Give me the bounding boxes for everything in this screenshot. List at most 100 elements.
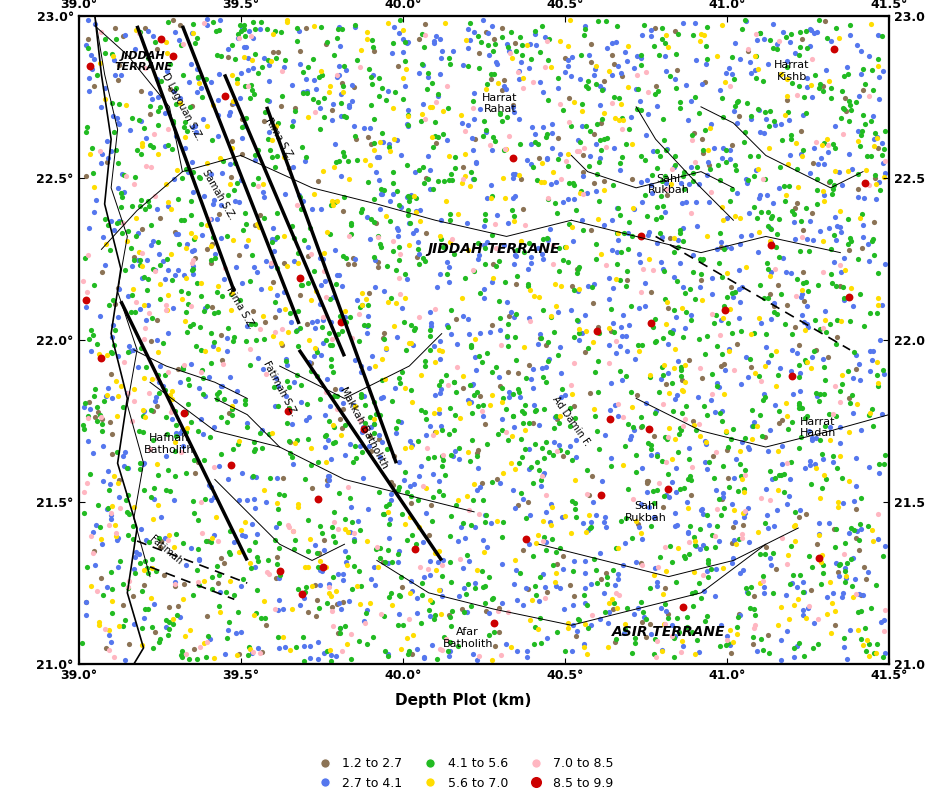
Point <box>640 173 655 186</box>
Point <box>715 270 730 283</box>
Point <box>607 597 621 610</box>
Point <box>391 60 406 73</box>
Point <box>819 64 833 76</box>
Point <box>399 63 414 76</box>
Point <box>168 577 182 590</box>
Point <box>500 330 515 343</box>
Point <box>341 155 356 167</box>
Point <box>832 166 846 179</box>
Point <box>246 436 261 448</box>
Point <box>414 404 429 417</box>
Point <box>512 169 527 182</box>
Point <box>232 91 247 104</box>
Point <box>829 313 844 326</box>
Point <box>401 190 416 203</box>
Point <box>398 291 413 304</box>
Point <box>134 259 149 272</box>
Point <box>549 558 564 571</box>
Point <box>826 138 841 151</box>
Point <box>764 222 779 235</box>
Point <box>156 336 170 349</box>
Point <box>693 543 707 555</box>
Point <box>701 159 716 171</box>
Point <box>179 559 194 572</box>
Point <box>124 242 139 254</box>
Point <box>97 213 112 225</box>
Point <box>589 252 604 265</box>
Point <box>290 257 305 270</box>
Point <box>268 24 282 37</box>
Point <box>220 623 235 636</box>
Point <box>693 253 707 266</box>
Point <box>157 139 172 152</box>
Point <box>393 590 407 603</box>
Point <box>642 423 657 436</box>
Point <box>780 55 795 68</box>
Point <box>79 595 94 608</box>
Point <box>855 63 870 76</box>
Point <box>701 553 716 566</box>
Point <box>230 72 244 85</box>
Point <box>111 283 126 295</box>
Point <box>644 627 658 640</box>
Point <box>527 290 542 303</box>
Point <box>316 336 331 349</box>
Point <box>323 316 338 328</box>
Point <box>808 461 823 474</box>
Point <box>160 464 175 477</box>
Point <box>843 315 857 328</box>
Point <box>826 229 841 242</box>
Point <box>497 142 512 155</box>
Point <box>304 459 319 472</box>
Point <box>248 334 263 347</box>
Point <box>826 587 841 600</box>
Point <box>407 321 422 334</box>
Point <box>485 389 500 402</box>
Point <box>344 332 359 345</box>
Point <box>476 130 491 142</box>
Point <box>840 556 855 569</box>
Point <box>204 134 219 147</box>
Point <box>95 475 110 488</box>
Point <box>552 341 567 353</box>
Point <box>236 51 251 64</box>
Point <box>756 575 770 588</box>
Point <box>460 312 475 325</box>
Point <box>102 518 117 531</box>
Point <box>744 113 758 126</box>
Point <box>173 445 188 458</box>
Point <box>299 318 314 331</box>
Point <box>186 18 201 31</box>
Point <box>657 617 671 630</box>
Point <box>800 299 815 312</box>
Point <box>261 126 276 138</box>
Point <box>200 630 215 642</box>
Point <box>415 252 430 265</box>
Point <box>751 150 766 163</box>
Point <box>569 314 584 327</box>
Point <box>673 363 688 376</box>
Point <box>360 320 375 332</box>
Point <box>859 149 874 162</box>
Point <box>219 332 234 345</box>
Point <box>870 132 884 145</box>
Point <box>850 524 865 537</box>
Point <box>707 541 722 554</box>
Point <box>743 353 757 365</box>
Point <box>713 640 728 653</box>
Point <box>332 568 346 580</box>
Point <box>514 451 529 464</box>
Point <box>668 149 682 162</box>
Point <box>477 291 492 304</box>
Point <box>107 53 122 66</box>
Point <box>297 155 312 167</box>
Point <box>668 506 682 519</box>
Point <box>515 49 530 62</box>
Point <box>385 101 400 114</box>
Point <box>128 550 143 563</box>
Point <box>241 52 256 64</box>
Point <box>590 576 605 589</box>
Point <box>731 611 745 624</box>
Point <box>408 538 423 551</box>
Point <box>635 615 650 628</box>
